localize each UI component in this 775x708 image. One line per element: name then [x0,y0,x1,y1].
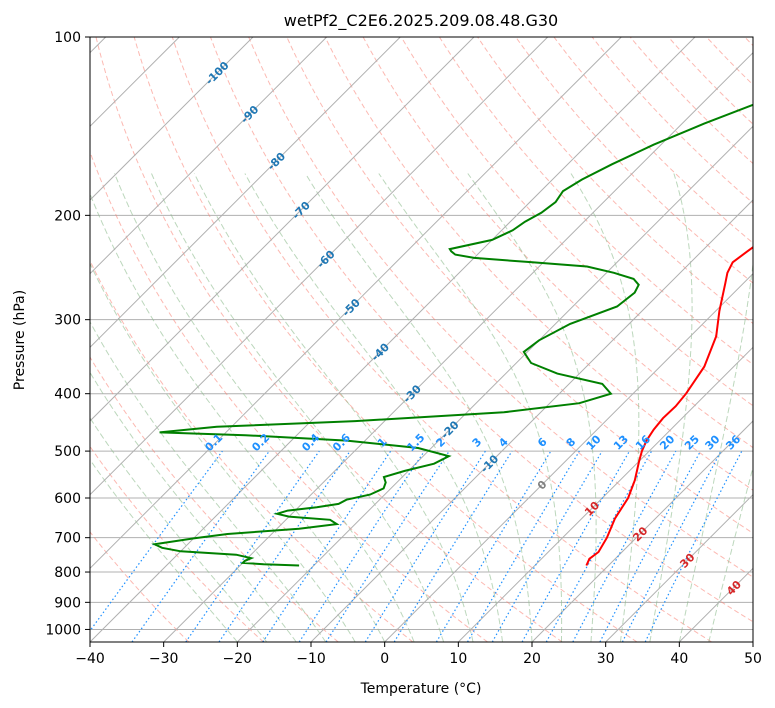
moist-adiabat-line [244,173,503,642]
y-tick-label: 1000 [45,622,81,638]
moist-adiabat-line [90,320,327,642]
mixing-ratio-line [572,450,677,642]
y-tick-label: 100 [54,30,81,46]
dry-adiabat-line [90,531,190,642]
moist-adiabat-line [90,458,238,642]
dry-adiabat-line [90,259,414,642]
y-tick-label: 200 [54,208,81,224]
y-tick-label: 800 [54,565,81,581]
moist-adiabat-line [114,173,415,642]
isotherm-line [531,420,753,642]
x-tick-label: 20 [523,651,541,667]
dry-adiabat-line [90,356,339,642]
y-tick-label: 300 [54,313,81,329]
mixing-ratio-line [131,450,270,642]
mixing-ratio-line [491,450,603,642]
mixing-ratio-line [325,450,450,642]
x-tick-label: −10 [296,651,326,667]
y-tick-label: 900 [54,595,81,611]
x-tick-label: 30 [597,651,615,667]
dry-adiabat-line [324,37,753,491]
moist-adiabat-line [678,260,753,642]
mixing-ratio-line [218,450,351,642]
dry-adiabat-line [553,37,753,244]
dry-adiabat-line [133,37,638,642]
dry-adiabat-line [90,150,488,642]
moist-adiabat-line [467,173,597,642]
isotherm-line [605,493,753,642]
dry-adiabat-line [477,37,753,325]
y-tick-label: 700 [54,531,81,547]
isotherm-line [90,37,622,570]
dry-adiabat-line [171,37,712,642]
mixing-ratio-line [364,450,486,642]
x-tick-label: 40 [670,651,688,667]
x-tick-label: 50 [744,651,762,667]
mixing-ratio-line [90,450,223,632]
dry-adiabat-line [95,37,563,642]
x-tick-label: 0 [380,651,389,667]
chart-title: wetPf2_C2E6.2025.209.08.48.G30 [284,11,558,31]
x-axis-title: Temperature (°C) [360,681,482,697]
isotherm-line [90,37,254,201]
temperature-profile-line [585,245,753,566]
y-tick-label: 400 [54,387,81,403]
isotherm-line [752,641,753,642]
mixing-ratio-line [185,450,320,642]
dry-adiabat-line [286,37,753,534]
x-tick-label: −30 [149,651,179,667]
moist-adiabat-line [90,417,268,642]
dry-adiabat-line [438,37,753,366]
y-tick-label: 600 [54,491,81,507]
dry-adiabat-line [400,37,753,407]
y-tick-label: 500 [54,444,81,460]
dewpoint-profile-line [151,103,753,567]
moist-adiabat-line [570,173,640,642]
isotherm-line [384,272,753,642]
isotherm-line [90,37,401,349]
isotherm-line [310,199,753,642]
dry-adiabat-line [210,37,753,623]
y-axis-title: Pressure (hPa) [12,290,28,390]
plot-background [90,37,753,642]
moist-adiabat-line [151,173,445,642]
mixing-ratio-line [521,450,631,642]
moist-adiabat-line [378,173,563,642]
dry-adiabat-line [248,37,753,578]
isotherm-line [90,37,696,642]
x-tick-label: 10 [449,651,467,667]
mixing-ratio-line [466,450,580,642]
moist-adiabat-line [193,173,474,642]
isotherm-line [457,346,753,642]
x-tick-label: −40 [75,651,105,667]
moist-adiabat-line [90,192,386,642]
dry-adiabat-line [591,37,753,204]
x-tick-label: −20 [223,651,253,667]
moist-adiabat-line [90,262,356,642]
mixing-ratio-line [393,450,513,642]
moist-adiabat-line [649,173,693,642]
isotherm-line [90,37,549,496]
moist-adiabat-line [90,371,297,642]
moist-adiabat-line [304,173,533,642]
mixing-ratio-line [435,450,552,642]
plot-frame [89,36,754,643]
isotherm-line [90,37,328,275]
isotherm-line [90,37,475,422]
